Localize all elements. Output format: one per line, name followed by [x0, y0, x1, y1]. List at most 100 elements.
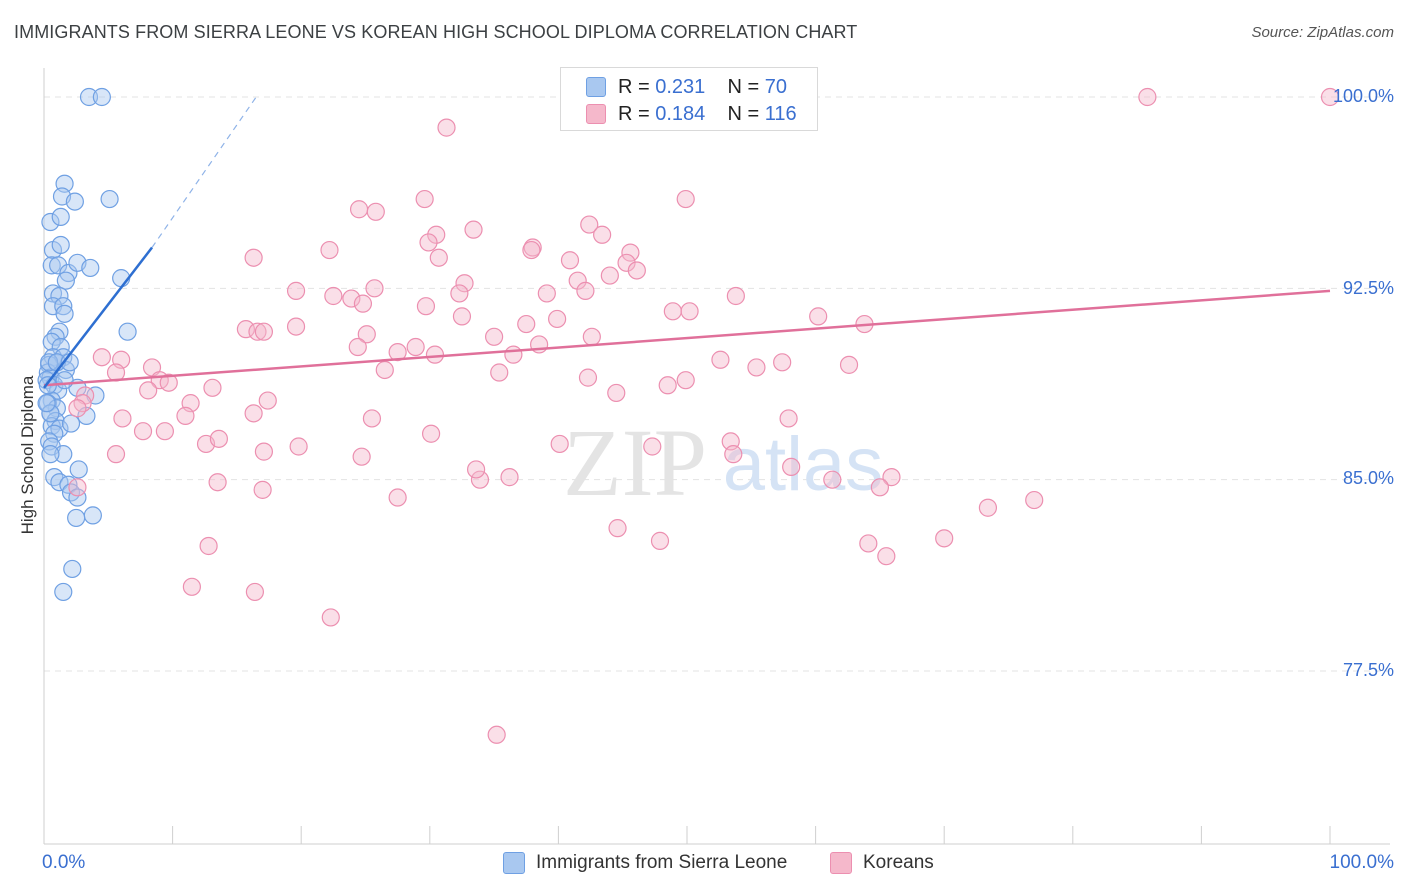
legend-stats-sierra-leone: R = 0.231 N = 70	[618, 76, 787, 99]
data-point	[92, 87, 111, 107]
trend-line-koreans	[43, 289, 1331, 387]
data-point	[388, 343, 407, 362]
data-point	[208, 473, 227, 492]
data-point	[658, 376, 677, 395]
data-point	[366, 202, 385, 221]
data-point	[83, 506, 102, 525]
data-point	[159, 373, 178, 392]
data-point	[500, 468, 519, 487]
data-point	[253, 480, 272, 499]
r-value: 0.184	[655, 102, 706, 125]
legend-swatch-blue	[586, 77, 606, 97]
data-point	[935, 529, 954, 548]
data-point	[650, 531, 670, 550]
data-point	[375, 360, 394, 380]
data-point	[73, 394, 92, 413]
data-point	[415, 189, 434, 209]
data-point	[578, 368, 598, 387]
data-point	[427, 225, 446, 244]
data-point	[1025, 490, 1044, 510]
axes	[43, 68, 1390, 845]
x-tick-label-min: 0.0%	[42, 852, 86, 873]
data-point	[1320, 87, 1340, 107]
data-point	[289, 437, 308, 456]
data-point	[100, 189, 119, 209]
legend-stats-koreans: R = 0.184 N = 116	[618, 103, 797, 126]
data-point	[63, 559, 82, 579]
data-point	[348, 337, 367, 357]
data-point	[50, 419, 69, 438]
data-point	[61, 414, 81, 433]
data-point	[607, 383, 626, 403]
data-point	[244, 248, 263, 267]
data-point	[882, 468, 901, 487]
data-point	[726, 286, 745, 306]
y-tick-label-85: 85.0%	[1342, 468, 1394, 488]
data-point	[68, 399, 87, 418]
data-point	[203, 378, 222, 397]
data-point	[357, 325, 376, 344]
data-point	[548, 309, 567, 329]
data-point	[55, 304, 74, 323]
data-point	[487, 725, 506, 744]
data-point	[92, 348, 111, 367]
data-point	[321, 608, 340, 627]
correlation-legend: R = 0.231 N = 70 R = 0.184 N = 116	[560, 67, 818, 131]
data-point	[582, 327, 601, 346]
data-point	[49, 256, 68, 275]
legend-swatch-sierra-leone	[503, 852, 525, 874]
data-point	[437, 118, 456, 137]
r-value: 0.231	[655, 75, 706, 98]
data-point	[133, 422, 153, 441]
data-point	[176, 406, 195, 425]
legend-label-sierra-leone: Immigrants from Sierra Leone	[536, 852, 788, 873]
data-point	[42, 256, 61, 275]
data-point	[406, 337, 425, 357]
source-label: Source: ZipAtlas.com	[1251, 24, 1394, 41]
y-tick-label-100: 100.0%	[1332, 86, 1394, 106]
data-point	[209, 429, 228, 448]
data-point	[42, 332, 61, 352]
data-point	[68, 488, 87, 507]
data-point	[522, 240, 541, 260]
y-tick-label-92-5: 92.5%	[1342, 278, 1394, 298]
data-point	[65, 192, 84, 211]
x-tick-label-max: 100.0%	[1329, 852, 1394, 873]
data-point	[69, 460, 88, 479]
data-point	[352, 447, 371, 466]
data-point	[1138, 87, 1157, 107]
data-point	[877, 547, 896, 566]
n-label: N =	[727, 102, 765, 125]
data-point	[139, 381, 158, 400]
r-label: R =	[618, 75, 656, 98]
data-point	[425, 345, 445, 364]
data-point	[353, 294, 373, 313]
data-point	[67, 508, 86, 528]
legend-swatch-koreans	[830, 852, 852, 874]
data-point	[54, 445, 73, 464]
data-point	[155, 422, 174, 441]
data-point	[490, 363, 509, 382]
data-point	[452, 307, 472, 326]
data-point	[248, 322, 267, 341]
data-point	[464, 220, 483, 239]
trend-line-sierra-leone-extension	[151, 96, 257, 248]
series-legend: Immigrants from Sierra Leone Koreans	[0, 852, 1406, 878]
data-point	[608, 519, 627, 538]
legend-label-koreans: Koreans	[863, 852, 934, 873]
data-point	[550, 434, 569, 454]
data-point	[429, 248, 448, 267]
data-point	[388, 488, 407, 507]
data-point	[79, 87, 99, 107]
data-point	[680, 302, 699, 321]
data-point	[56, 271, 75, 290]
data-point	[779, 409, 798, 428]
data-point	[41, 404, 60, 423]
data-point	[236, 320, 256, 339]
data-point	[711, 350, 730, 369]
data-point	[568, 271, 587, 290]
data-point	[258, 391, 277, 410]
data-point	[324, 286, 343, 306]
data-point	[823, 470, 842, 489]
data-point	[617, 253, 636, 272]
